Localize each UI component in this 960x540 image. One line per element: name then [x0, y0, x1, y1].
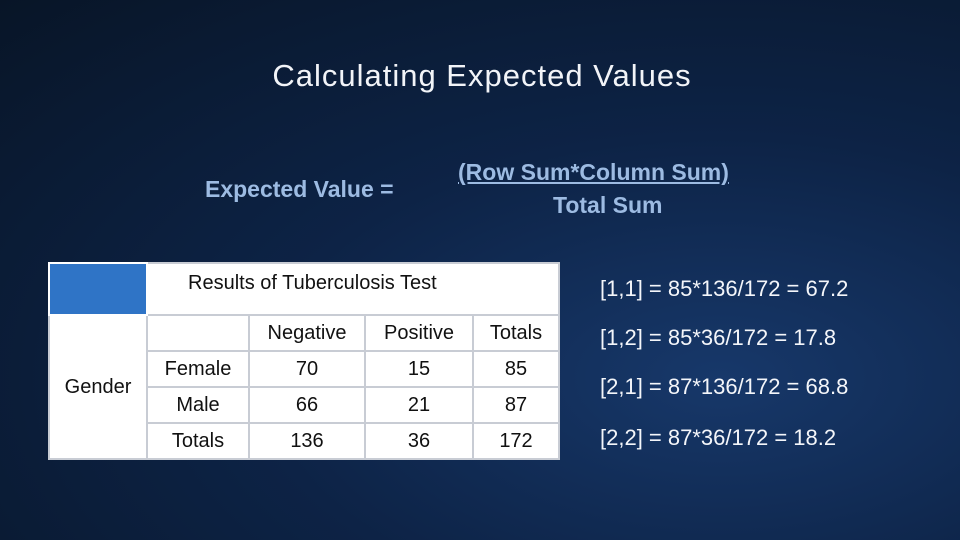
formula-numerator: (Row Sum*Column Sum)	[458, 159, 729, 185]
row-label: Male	[146, 386, 250, 424]
calculation: [1,1] = 85*136/172 = 67.2	[600, 276, 849, 301]
row-label: Totals	[146, 422, 250, 460]
formula-denominator: Total Sum	[553, 192, 663, 218]
calculation: [1,2] = 85*36/172 = 17.8	[600, 325, 837, 350]
row-group-label: Gender	[48, 314, 148, 460]
results-table: Results of Tuberculosis Test Gender Nega…	[48, 262, 560, 460]
cell: 136	[248, 422, 366, 460]
cell: 70	[248, 350, 366, 388]
title: Calculating Expected Values	[272, 58, 692, 93]
cell: 21	[364, 386, 474, 424]
calculation: [2,1] = 87*136/172 = 68.8	[600, 374, 849, 399]
cell: 15	[364, 350, 474, 388]
corner-cell	[48, 262, 148, 316]
calculation: [2,2] = 87*36/172 = 18.2	[600, 425, 837, 450]
cell: 85	[472, 350, 560, 388]
column-header: Totals	[472, 314, 560, 352]
cell: 36	[364, 422, 474, 460]
cell: 172	[472, 422, 560, 460]
column-header: Negative	[248, 314, 366, 352]
table-caption: Results of Tuberculosis Test	[146, 262, 560, 316]
cell: 87	[472, 386, 560, 424]
column-header: Positive	[364, 314, 474, 352]
empty-cell	[146, 314, 250, 352]
formula-label: Expected Value =	[205, 176, 394, 202]
cell: 66	[248, 386, 366, 424]
row-label: Female	[146, 350, 250, 388]
